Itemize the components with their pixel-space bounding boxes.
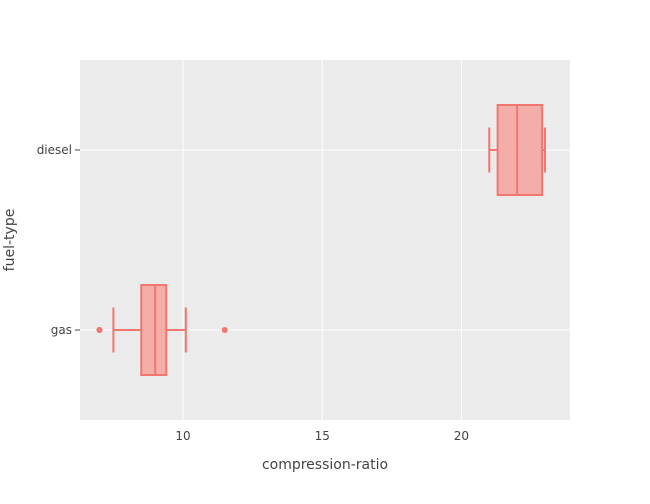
y-tick-label-diesel: diesel [37, 143, 72, 157]
box-group-gas [96, 284, 228, 376]
x-axis-title: compression-ratio [262, 457, 388, 473]
y-tick-label-gas: gas [51, 323, 72, 337]
boxes-layer [96, 104, 546, 376]
box-iqr-gas [140, 284, 168, 376]
outlier-point-gas-2 [221, 327, 228, 333]
x-tick-label-15: 15 [315, 429, 330, 443]
outlier-point-gas-1 [96, 327, 103, 333]
box-iqr-diesel [496, 104, 544, 196]
y-axis-title: fuel-type [2, 209, 18, 272]
grid-lines [80, 60, 570, 420]
tick-labels-layer: 10 15 20 diesel gas [37, 143, 469, 443]
x-tick-label-20: 20 [454, 429, 469, 443]
box-group-diesel [488, 104, 546, 196]
x-tick-label-10: 10 [175, 429, 190, 443]
